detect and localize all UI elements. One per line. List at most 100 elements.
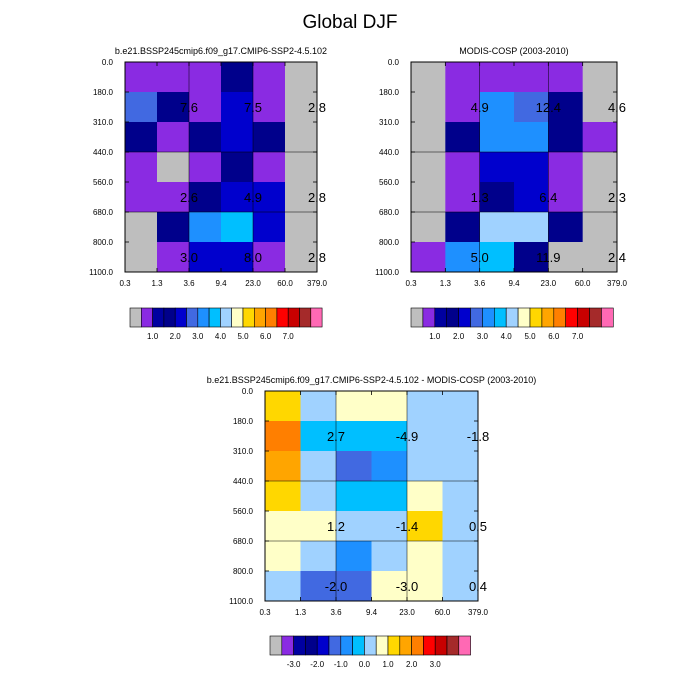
- heatmap-cell: [265, 481, 301, 512]
- heatmap-cell: [371, 391, 408, 422]
- heatmap-cell: [582, 212, 618, 243]
- heatmap-cell: [442, 571, 479, 602]
- colorbar-swatch: [375, 635, 389, 656]
- y-tick-label: 180.0: [93, 88, 114, 97]
- x-tick-label: 23.0: [541, 279, 557, 288]
- colorbar-swatch: [340, 635, 353, 656]
- heatmap-cell: [371, 481, 408, 512]
- x-tick-label: 379.0: [307, 279, 328, 288]
- heatmap-cell: [582, 92, 618, 123]
- colorbar-swatch: [174, 307, 187, 328]
- cell-value-label: 3.0: [180, 250, 198, 265]
- colorbar-swatch: [352, 635, 365, 656]
- heatmap-cell: [336, 571, 372, 602]
- cell-value-label: 2.8: [308, 250, 326, 265]
- cell-value-label: -1.8: [467, 429, 489, 444]
- heatmap-cell: [253, 152, 286, 183]
- heatmap-cell: [125, 122, 158, 153]
- heatmap-cell: [514, 62, 549, 93]
- heatmap-cell: [300, 481, 337, 512]
- colorbar-swatch: [287, 307, 300, 328]
- y-tick-label: 0.0: [388, 58, 400, 67]
- cell-value-label: 11.9: [536, 250, 560, 265]
- heatmap-cell: [336, 391, 372, 422]
- heatmap-cell: [157, 212, 190, 243]
- x-tick-label: 60.0: [435, 608, 451, 617]
- colorbar-swatch: [529, 307, 543, 328]
- heatmap-cell: [189, 182, 222, 213]
- heatmap-cell: [221, 92, 254, 123]
- colorbar-swatch: [411, 635, 424, 656]
- cell-value-label: 7.5: [244, 100, 262, 115]
- cell-value-label: 5.0: [471, 250, 489, 265]
- heatmap-cell: [300, 391, 337, 422]
- colorbar-swatch: [399, 635, 412, 656]
- heatmap-cell: [548, 182, 584, 213]
- colorbar-label: 4.0: [501, 332, 513, 341]
- y-tick-label: 180.0: [233, 417, 254, 426]
- heatmap-cell: [336, 511, 372, 542]
- colorbar-swatch: [565, 307, 578, 328]
- colorbar-swatch: [254, 307, 266, 328]
- colorbar-label: 3.0: [192, 332, 204, 341]
- colorbar-swatch: [387, 635, 401, 656]
- heatmap-cell: [514, 212, 549, 243]
- heatmap-cell: [371, 571, 408, 602]
- colorbar-swatch: [208, 307, 221, 328]
- heatmap-cell: [479, 122, 515, 153]
- cell-value-label: 2.3: [608, 190, 626, 205]
- heatmap-cell: [445, 122, 481, 153]
- heatmap-cell: [125, 152, 158, 183]
- y-tick-label: 0.0: [102, 58, 114, 67]
- colorbar-swatch: [458, 307, 471, 328]
- colorbar-swatch: [422, 307, 436, 328]
- colorbar-swatch: [553, 307, 566, 328]
- heatmap-cell: [442, 511, 479, 542]
- heatmap-cell: [479, 92, 515, 123]
- x-tick-label: 1.3: [440, 279, 452, 288]
- heatmap-cell: [157, 122, 190, 153]
- figure-title: Global DJF: [302, 12, 397, 33]
- y-tick-label: 680.0: [233, 537, 254, 546]
- heatmap-cell: [189, 122, 222, 153]
- heatmap-cell: [442, 421, 479, 452]
- colorbar-swatch: [269, 635, 283, 656]
- heatmap-cell: [442, 541, 479, 572]
- heatmap-cell: [253, 242, 286, 273]
- colorbar-swatch: [242, 307, 255, 328]
- cell-value-label: 12.4: [536, 100, 561, 115]
- heatmap-cell: [285, 212, 318, 243]
- colorbar-swatch: [577, 307, 590, 328]
- heatmap-cell: [125, 242, 158, 273]
- heatmap-cell: [371, 421, 408, 452]
- heatmap-cell: [548, 62, 584, 93]
- colorbar-swatch: [493, 307, 507, 328]
- heatmap-cell: [221, 152, 254, 183]
- y-tick-label: 560.0: [233, 507, 254, 516]
- heatmap-cell: [582, 242, 618, 273]
- heatmap-cell: [300, 421, 337, 452]
- x-tick-label: 9.4: [366, 608, 378, 617]
- heatmap-cell: [411, 92, 446, 123]
- colorbar-swatch: [482, 307, 495, 328]
- heatmap-cell: [253, 122, 286, 153]
- heatmap-cell: [514, 182, 549, 213]
- heatmap-cell: [548, 242, 584, 273]
- heatmap-cell: [157, 92, 190, 123]
- colorbar-swatch: [141, 307, 153, 328]
- cell-value-label: -2.0: [325, 579, 347, 594]
- colorbar-swatch: [305, 635, 318, 656]
- colorbar-swatch: [541, 307, 555, 328]
- x-tick-label: 0.3: [259, 608, 271, 617]
- heatmap-cell: [336, 421, 372, 452]
- x-tick-label: 9.4: [215, 279, 227, 288]
- heatmap-cell: [300, 541, 337, 572]
- colorbar-swatch: [299, 307, 312, 328]
- heatmap-cell: [265, 571, 301, 602]
- y-tick-label: 440.0: [379, 148, 400, 157]
- heatmap-cell: [125, 92, 158, 123]
- colorbar-swatch: [265, 307, 278, 328]
- heatmap-cell: [157, 62, 190, 93]
- heatmap-cell: [411, 212, 446, 243]
- colorbar-label: 3.0: [430, 660, 442, 669]
